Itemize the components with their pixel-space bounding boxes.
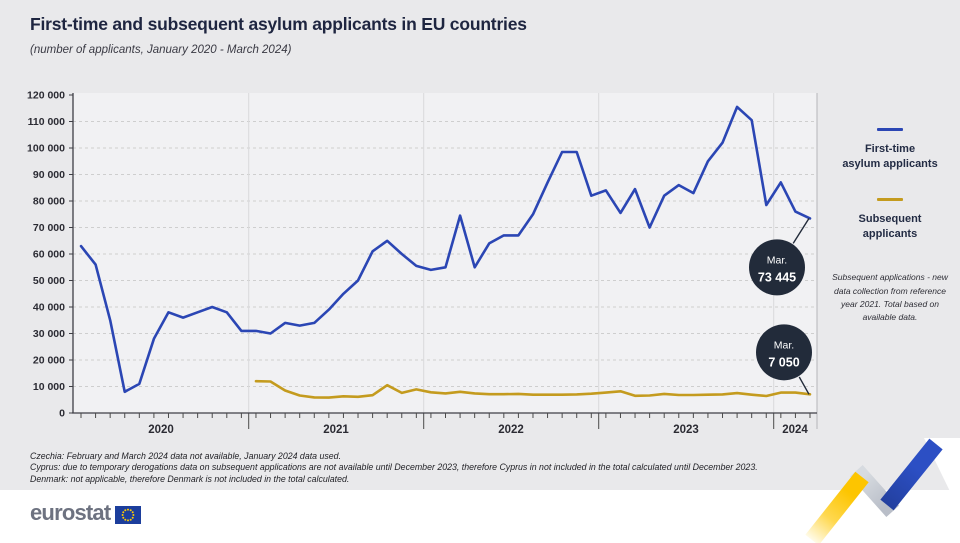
callout-value: 73 445: [758, 270, 796, 284]
first-time-series-line: [79, 105, 812, 394]
y-axis-tick-label: 80 000: [33, 196, 65, 208]
eu-flag-icon: [115, 505, 142, 524]
y-axis-tick-label: 110 000: [28, 116, 66, 128]
subsequent-series-line: [254, 379, 812, 399]
eurostat-wordmark: eurostat: [30, 500, 111, 525]
legend-item-first-time: First-time asylum applicants: [832, 128, 948, 172]
y-axis-tick-label: 40 000: [33, 302, 65, 314]
footnote-cyprus: Cyprus: due to temporary derogations dat…: [30, 462, 758, 473]
ribbon-blue-segment: [880, 438, 943, 511]
chart-footnotes: Czechia: February and March 2024 data no…: [30, 451, 758, 485]
chart-legend: First-time asylum applicants Subsequent …: [832, 128, 948, 324]
callout-month: Mar.: [774, 339, 794, 351]
y-axis-tick-label: 20 000: [33, 355, 65, 367]
footnote-denmark: Denmark: not applicable, therefore Denma…: [30, 473, 350, 484]
callout-value: 7 050: [768, 355, 799, 369]
legend-note: Subsequent applications - new data colle…: [832, 272, 948, 322]
first-time-line-swatch: [877, 128, 903, 131]
page-title: First-time and subsequent asylum applica…: [30, 14, 527, 34]
legend-label: Subsequent applicants: [858, 212, 922, 240]
y-axis-tick-label: 70 000: [33, 222, 65, 234]
ribbon-yellow-segment: [805, 471, 869, 543]
eurostat-ribbon-graphic: [805, 438, 960, 543]
chart-subtitle: (number of applicants, January 2020 - Ma…: [30, 44, 292, 56]
legend-item-subsequent: Subsequent applicants: [832, 197, 948, 242]
eu-flag-stars: [122, 508, 135, 521]
x-axis-year-label: 2020: [148, 424, 174, 436]
callout-circle: [756, 324, 812, 381]
x-axis-year-label: 2022: [498, 424, 524, 436]
y-axis-tick-label: 90 000: [33, 169, 65, 181]
footnote-czechia: Czechia: February and March 2024 data no…: [30, 451, 342, 461]
y-axis-tick-label: 100 000: [27, 143, 65, 155]
x-axis-year-label: 2021: [323, 424, 349, 436]
footer-strip: [0, 490, 960, 543]
x-axis-year-label: 2023: [673, 424, 699, 436]
subsequent-line-swatch: [877, 197, 903, 201]
y-axis-tick-label: 50 000: [33, 275, 65, 287]
chart-header: First-time and subsequent asylum applica…: [30, 14, 527, 56]
y-axis-tick-label: 10 000: [33, 381, 65, 393]
x-axis-year-label: 2024: [782, 424, 808, 436]
y-axis-tick-label: 0: [59, 408, 65, 420]
callout-month: Mar.: [767, 254, 787, 266]
eurostat-logo: eurostat: [30, 500, 142, 526]
y-axis-tick-label: 60 000: [33, 249, 65, 261]
callout-pointer: [792, 217, 810, 244]
legend-label: First-time asylum applicants: [842, 143, 938, 170]
y-axis-tick-label: 120 000: [27, 90, 65, 102]
y-axis-tick-label: 30 000: [33, 328, 65, 340]
callout-pointer: [798, 376, 810, 395]
plot-area: [73, 93, 817, 413]
callout-circle: [749, 239, 805, 296]
